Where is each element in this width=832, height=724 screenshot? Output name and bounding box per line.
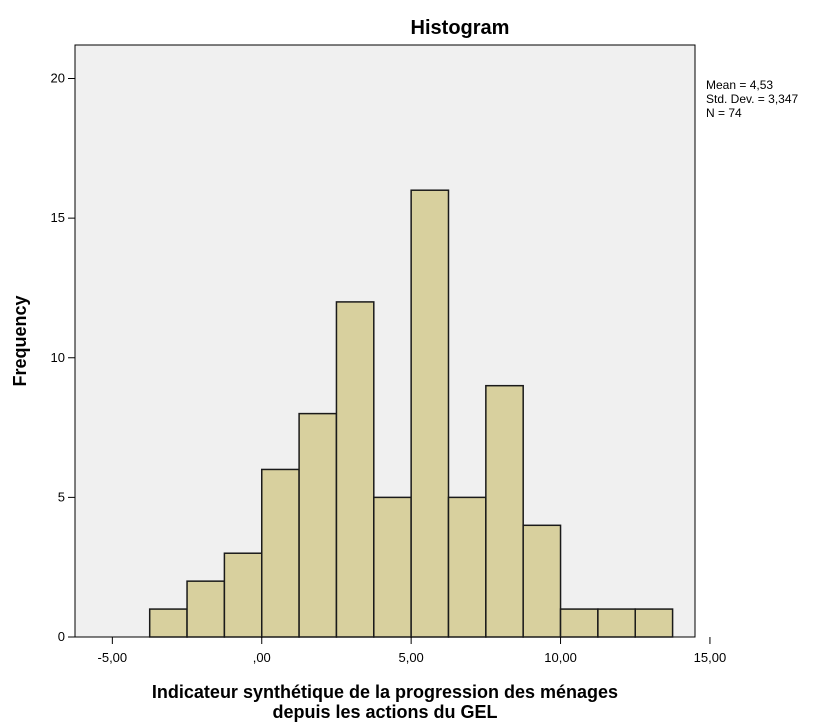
y-tick-label-4: 20 — [51, 71, 65, 86]
stats-std-dev: Std. Dev. = 3,347 — [706, 92, 798, 106]
x-tick-label-3: 10,00 — [544, 650, 577, 665]
y-axis-title: Frequency — [10, 295, 30, 386]
histogram-bar-2 — [223, 552, 263, 638]
x-axis-title-line-1: Indicateur synthétique de la progression… — [152, 682, 618, 702]
histogram-bar-5 — [335, 301, 375, 638]
stats-n: N = 74 — [706, 106, 742, 120]
y-tick-label-3: 15 — [51, 210, 65, 225]
histogram-bar-1 — [186, 580, 226, 638]
histogram-bar-4 — [298, 412, 338, 638]
histogram-bar-8 — [447, 496, 487, 638]
histogram-bar-9 — [485, 384, 524, 638]
histogram-bar-0 — [148, 608, 188, 638]
x-tick-label-4: 15,00 — [694, 650, 727, 665]
x-tick-label-0: -5,00 — [98, 650, 128, 665]
x-tick-label-2: 5,00 — [398, 650, 423, 665]
y-tick-label-2: 10 — [51, 350, 65, 365]
y-axis-ticks: 0 5 10 15 20 — [51, 71, 75, 644]
x-axis-title-line-2: depuis les actions du GEL — [272, 702, 497, 722]
histogram-bar-7 — [410, 189, 450, 638]
stats-mean: Mean = 4,53 — [706, 78, 773, 92]
chart-title: Histogram — [411, 17, 510, 39]
x-tick-label-1: ,00 — [253, 650, 271, 665]
histogram-bar-6 — [373, 496, 412, 638]
histogram-bar-13 — [634, 608, 674, 638]
histogram-bars — [148, 189, 674, 638]
histogram-bar-3 — [260, 468, 300, 638]
y-tick-label-0: 0 — [58, 629, 65, 644]
histogram-bar-10 — [522, 524, 562, 638]
x-axis-ticks: -5,00 ,00 5,00 10,00 15,00 — [98, 637, 727, 665]
histogram-bar-11 — [559, 608, 599, 638]
y-tick-label-1: 5 — [58, 489, 65, 504]
histogram-bar-12 — [597, 608, 636, 638]
